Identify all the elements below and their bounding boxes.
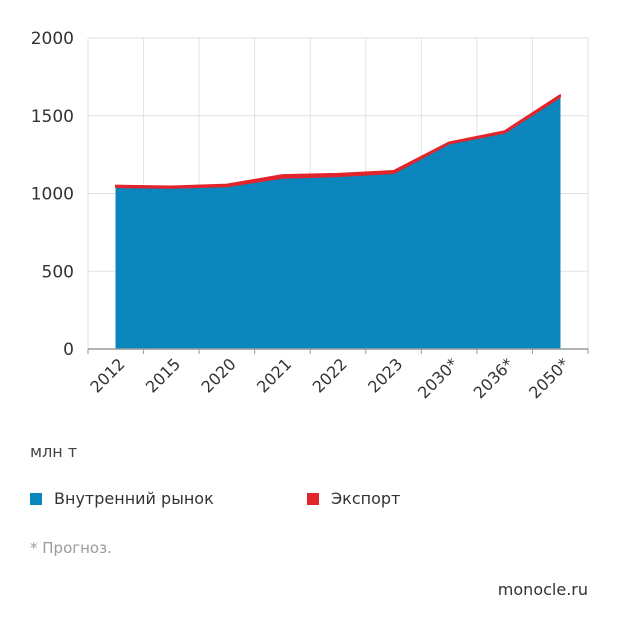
y-tick-label-2: 1000 [31,185,74,205]
x-tick-label-4: 2022 [309,354,351,396]
unit-label: млн т [30,442,78,461]
x-tick-label-1: 2015 [142,354,184,396]
legend-label-domestic: Внутренний рынок [54,489,214,508]
x-tick-label-5: 2023 [364,354,406,396]
legend-label-export: Экспорт [331,489,401,508]
legend-item-export: Экспорт [307,489,400,508]
x-tick-label-8: 2050* [525,354,573,402]
legend-item-domestic: Внутренний рынок [30,489,214,508]
y-tick-label-4: 2000 [31,29,74,49]
legend-swatch-export [307,492,319,505]
source-label: monocle.ru [497,580,588,599]
area-series-1 [115,94,561,189]
x-tick-label-0: 2012 [86,354,128,396]
x-tick-label-7: 2036* [470,354,518,402]
x-tick-label-2: 2020 [197,354,239,396]
y-tick-label-3: 1500 [31,107,74,127]
x-tick-label-3: 2021 [253,354,295,396]
legend-swatch-domestic [30,492,42,505]
area-chart: 0 500 1000 1500 2000 2012 2015 2020 2021 2022 2023… [31,29,589,402]
x-tick-label-6: 2030* [414,354,462,402]
forecast-note: * Прогноз. [30,539,112,557]
y-tick-label-1: 500 [42,262,74,282]
y-tick-label-0: 0 [63,340,74,360]
